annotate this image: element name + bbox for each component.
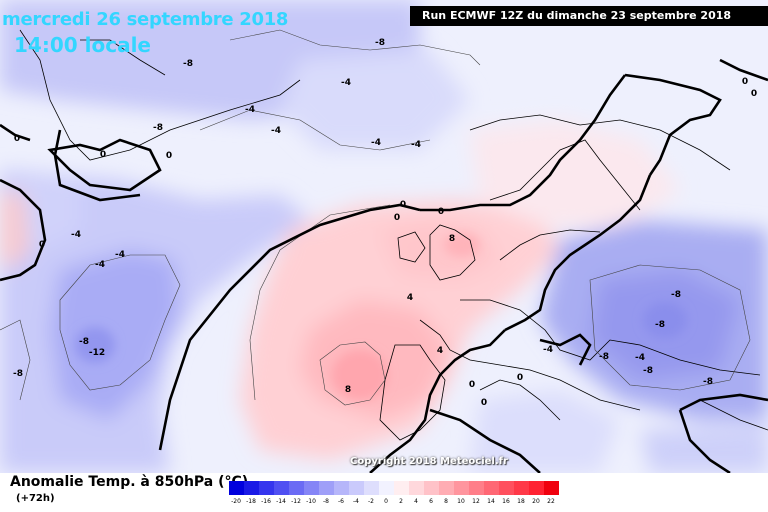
contour-label: 0 [14, 134, 20, 144]
contour-label: 0 [438, 207, 444, 217]
copyright-text: Copyright 2018 Meteociel.fr [350, 456, 508, 467]
contour-label: -12 [89, 348, 105, 358]
contour-label: -4 [71, 230, 81, 240]
scale-tick-label: 6 [429, 498, 433, 505]
contour-label: -8 [13, 369, 23, 379]
contour-label: 0 [742, 77, 748, 87]
contour-label: -4 [341, 78, 351, 88]
zero-anomaly-contours [0, 58, 768, 473]
scale-swatch [529, 481, 544, 495]
scale-swatch [349, 481, 364, 495]
scale-tick-label: -18 [246, 498, 256, 505]
scale-swatch [364, 481, 379, 495]
scale-tick-label: -4 [353, 498, 359, 505]
scale-tick-label: -12 [291, 498, 301, 505]
contour-label: -8 [703, 377, 713, 387]
contour-label: 0 [751, 89, 757, 99]
run-info-banner: Run ECMWF 12Z du dimanche 23 septembre 2… [410, 6, 768, 26]
scale-swatch [274, 481, 289, 495]
contour-label: 4 [437, 346, 443, 356]
contour-label: -4 [371, 138, 381, 148]
contour-label: -8 [153, 123, 163, 133]
scale-tick-label: 16 [502, 498, 510, 505]
contour-label: 0 [166, 151, 172, 161]
scale-tick-label: 22 [547, 498, 555, 505]
scale-swatch [244, 481, 259, 495]
contour-label: 0 [100, 150, 106, 160]
scale-swatch [334, 481, 349, 495]
forecast-offset: (+72h) [16, 493, 55, 504]
contour-label: 0 [481, 398, 487, 408]
scale-tick-label: 0 [384, 498, 388, 505]
contour-label: 8 [345, 385, 351, 395]
contour-label: -4 [635, 353, 645, 363]
scale-tick-label: 12 [472, 498, 480, 505]
scale-tick-label: 18 [517, 498, 525, 505]
scale-swatch [409, 481, 424, 495]
contour-label: 0 [39, 240, 45, 250]
contour-label: -8 [655, 320, 665, 330]
scale-swatch [454, 481, 469, 495]
contour-label: -8 [671, 290, 681, 300]
scale-swatch [499, 481, 514, 495]
scale-tick-label: 4 [414, 498, 418, 505]
temperature-anomaly-map: -8-8-4-4-8 -4-4 -400 000-40-4-4-8-12-800084… [0, 0, 768, 473]
scale-tick-label: -20 [231, 498, 241, 505]
scale-tick-label: 2 [399, 498, 403, 505]
contour-label: -4 [411, 140, 421, 150]
scale-tick-label: -6 [338, 498, 344, 505]
contour-label: 0 [400, 200, 406, 210]
contour-label: 0 [394, 213, 400, 223]
scale-tick-label: -8 [323, 498, 329, 505]
contour-label: -8 [375, 38, 385, 48]
contour-label: 0 [517, 373, 523, 383]
scale-swatch [424, 481, 439, 495]
scale-swatch [259, 481, 274, 495]
coastlines [19, 29, 768, 441]
contour-label: -4 [245, 105, 255, 115]
thin-contours [0, 29, 751, 406]
scale-swatch [439, 481, 454, 495]
forecast-date-title: mercredi 26 septembre 2018 [2, 9, 289, 30]
scale-swatch [229, 481, 244, 495]
legend-title: Anomalie Temp. à 850hPa (°C) [10, 474, 249, 490]
contour-label: 4 [407, 293, 413, 303]
contour-label: -4 [115, 250, 125, 260]
contour-label: 0 [469, 380, 475, 390]
scale-swatch [544, 481, 559, 495]
scale-swatch [289, 481, 304, 495]
contour-labels: -8-8-4-4-8 -4-4 -400 000-40-4-4-8-12-800084… [13, 38, 757, 408]
contour-label: -8 [643, 366, 653, 376]
scale-tick-label: 20 [532, 498, 540, 505]
scale-tick-label: -10 [306, 498, 316, 505]
contour-label: -8 [599, 352, 609, 362]
scale-swatch [469, 481, 484, 495]
scale-tick-label: -16 [261, 498, 271, 505]
scale-tick-label: 14 [487, 498, 495, 505]
contour-label: -8 [183, 59, 193, 69]
scale-swatch [514, 481, 529, 495]
scale-tick-label: 10 [457, 498, 465, 505]
scale-swatch [484, 481, 499, 495]
scale-swatch [319, 481, 334, 495]
contour-label: -8 [79, 337, 89, 347]
scale-swatch [379, 481, 394, 495]
scale-swatch [394, 481, 409, 495]
contour-label: -4 [271, 126, 281, 136]
scale-swatch [304, 481, 319, 495]
scale-tick-label: 8 [444, 498, 448, 505]
contour-label: -4 [543, 345, 553, 355]
scale-tick-label: -2 [368, 498, 374, 505]
contour-label: 8 [449, 234, 455, 244]
scale-tick-label: -14 [276, 498, 286, 505]
forecast-time-title: 14:00 locale [14, 33, 151, 57]
contour-label: -4 [95, 260, 105, 270]
